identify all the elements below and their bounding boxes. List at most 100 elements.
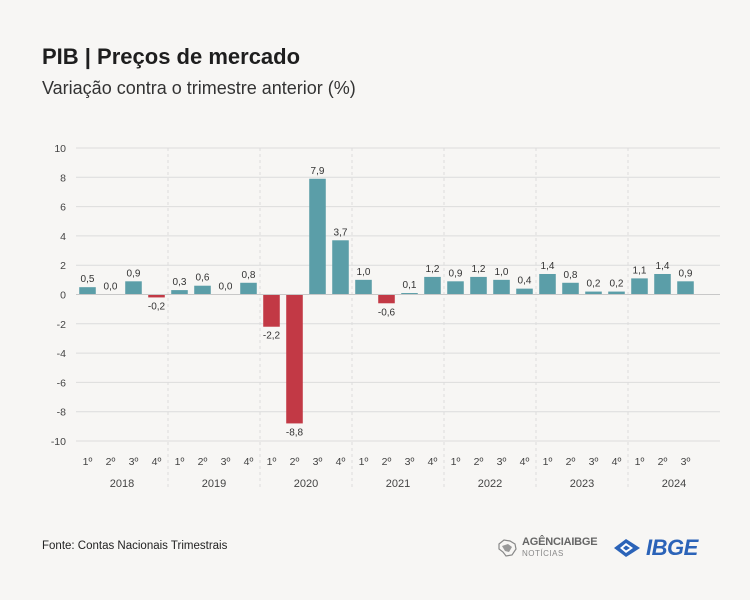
x-tick-label: 4º: [428, 456, 438, 468]
data-label: -0,6: [378, 307, 396, 318]
bar: [424, 276, 441, 295]
bar: [240, 282, 257, 295]
data-label: 0,2: [610, 279, 624, 290]
x-tick-label: 4º: [612, 456, 622, 468]
x-tick-label: 4º: [152, 456, 162, 468]
data-label: 1,4: [656, 261, 670, 272]
x-tick-label: 3º: [589, 456, 599, 468]
year-label: 2018: [110, 478, 134, 490]
data-label: 0,9: [449, 268, 463, 279]
x-tick-label: 1º: [451, 456, 461, 468]
data-label: -8,8: [286, 427, 304, 438]
x-tick-label: 2º: [198, 456, 208, 468]
bar: [539, 273, 556, 295]
x-tick-label: 1º: [543, 456, 553, 468]
bar: [470, 276, 487, 295]
x-tick-label: 4º: [336, 456, 346, 468]
chart-title: PIB | Preços de mercado: [42, 44, 301, 69]
x-tick-label: 3º: [405, 456, 415, 468]
x-tick-label: 3º: [129, 456, 139, 468]
y-tick-label: 6: [60, 202, 66, 214]
bar: [309, 178, 326, 295]
data-label: 0,8: [564, 270, 578, 281]
y-tick-label: -8: [57, 407, 66, 419]
bar: [493, 279, 510, 295]
y-tick-label: 2: [60, 260, 66, 272]
data-label: 3,7: [334, 227, 348, 238]
data-label: 0,4: [518, 276, 532, 287]
y-tick-label: 0: [60, 290, 66, 302]
x-tick-label: 1º: [635, 456, 645, 468]
agencia-ibge-logo: AGÊNCIAIBGE NOTÍCIAS: [496, 537, 598, 558]
bar: [562, 282, 579, 295]
bar: [631, 278, 648, 295]
bar: [677, 281, 694, 295]
bar: [447, 281, 464, 295]
data-label: 0,8: [242, 270, 256, 281]
year-label: 2021: [386, 478, 410, 490]
x-tick-label: 2º: [658, 456, 668, 468]
data-label: 0,2: [587, 279, 601, 290]
bar: [654, 273, 671, 295]
data-label: 0,9: [679, 268, 693, 279]
x-tick-label: 3º: [681, 456, 691, 468]
bar: [401, 293, 418, 295]
x-tick-label: 1º: [359, 456, 369, 468]
x-tick-label: 3º: [221, 456, 231, 468]
x-tick-label: 2º: [474, 456, 484, 468]
year-label: 2019: [202, 478, 226, 490]
x-tick-label: 2º: [566, 456, 576, 468]
x-tick-label: 4º: [520, 456, 530, 468]
year-label: 2023: [570, 478, 594, 490]
x-tick-label: 1º: [267, 456, 277, 468]
data-label: 1,2: [426, 264, 440, 275]
data-label: -2,2: [263, 331, 281, 342]
x-tick-label: 3º: [497, 456, 507, 468]
bar: [286, 294, 303, 424]
y-tick-label: -4: [57, 348, 66, 360]
data-label: 0,3: [173, 277, 187, 288]
data-label: 1,4: [541, 261, 555, 272]
bar: [125, 281, 142, 295]
brazil-map-icon: [498, 538, 517, 557]
data-label: 7,9: [311, 166, 325, 177]
x-tick-label: 1º: [175, 456, 185, 468]
data-label: -0,2: [148, 301, 166, 312]
x-tick-label: 2º: [382, 456, 392, 468]
y-tick-label: -2: [57, 319, 66, 331]
year-label: 2024: [662, 478, 686, 490]
data-label: 1,0: [495, 267, 509, 278]
data-label: 1,2: [472, 264, 486, 275]
y-tick-label: -6: [57, 377, 66, 389]
bar: [171, 290, 188, 295]
chart-subtitle: Variação contra o trimestre anterior (%): [42, 78, 356, 98]
y-tick-label: -10: [51, 436, 66, 448]
ibge-logo: IBGE: [612, 535, 698, 561]
x-tick-label: 2º: [106, 456, 116, 468]
x-tick-label: 1º: [83, 456, 93, 468]
data-label: 0,9: [127, 268, 141, 279]
x-tick-label: 4º: [244, 456, 254, 468]
x-tick-label: 2º: [290, 456, 300, 468]
y-tick-label: 8: [60, 172, 66, 184]
bar: [608, 291, 625, 295]
y-tick-label: 4: [60, 231, 66, 243]
data-label: 1,0: [357, 267, 371, 278]
data-label: 0,0: [219, 282, 233, 293]
data-label: 0,6: [196, 273, 210, 284]
bar: [194, 285, 211, 295]
bar: [378, 294, 395, 304]
year-label: 2020: [294, 478, 318, 490]
ibge-emblem-icon: [614, 539, 640, 557]
bar: [148, 294, 165, 298]
bar: [332, 240, 349, 295]
bar: [79, 287, 96, 295]
data-label: 1,1: [633, 265, 647, 276]
bar: [516, 288, 533, 295]
data-label: 0,5: [81, 274, 95, 285]
x-tick-label: 3º: [313, 456, 323, 468]
data-label: 0,0: [104, 282, 118, 293]
source-note: Fonte: Contas Nacionais Trimestrais: [42, 540, 228, 552]
y-tick-label: 10: [54, 143, 66, 155]
